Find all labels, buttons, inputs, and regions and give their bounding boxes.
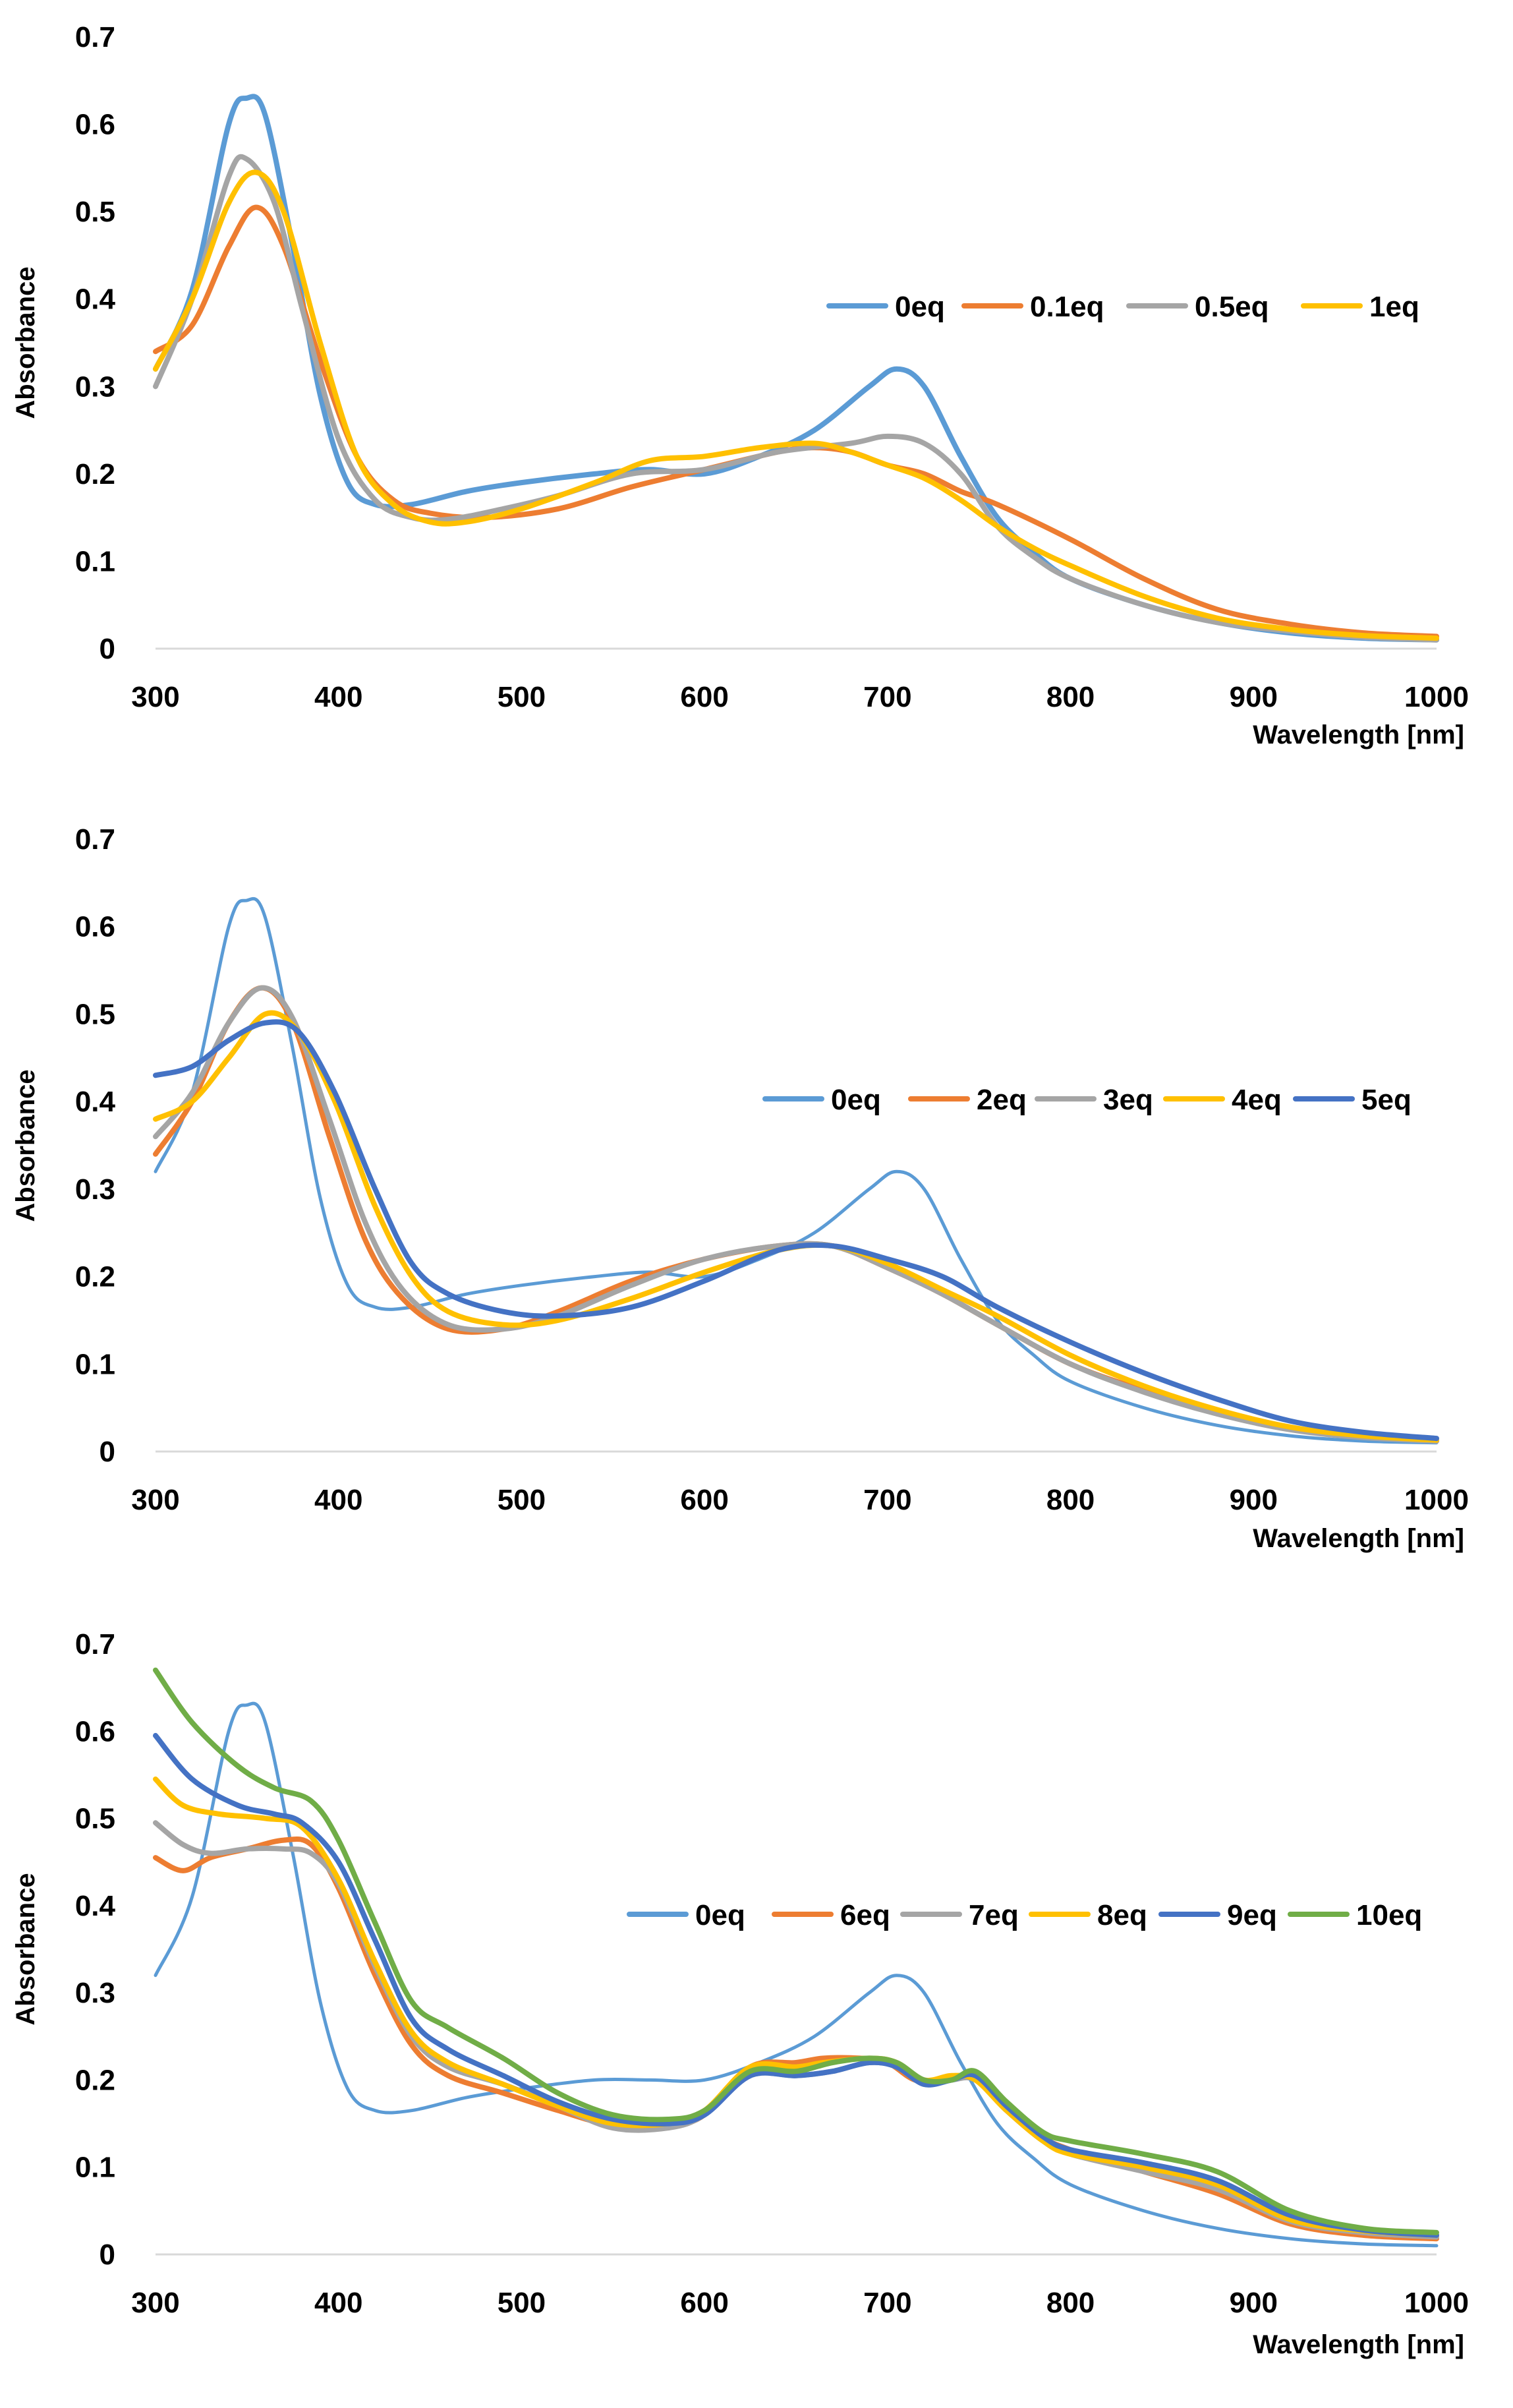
y-axis-title: Absorbance <box>11 1069 40 1221</box>
series-line-0eq <box>154 1701 1439 2248</box>
chart-panel-middle: 0 0.1 0.2 0.3 0.4 0.5 0.6 0.7 300 400 500 600 700 800… <box>11 823 1469 1553</box>
chart-panel-top: 0 0.1 0.2 0.3 0.4 0.5 0.6 0.7 300 400 500 600 700 800… <box>11 21 1469 749</box>
x-tick-label: 300 <box>131 681 179 713</box>
legend-label-2eq: 2eq <box>977 1084 1027 1116</box>
y-tick-label: 0.4 <box>75 1890 116 1922</box>
series-line-3eq <box>153 985 1439 1444</box>
legend-label-0eq: 0eq <box>895 291 945 323</box>
y-tick-label: 0.7 <box>75 1628 115 1660</box>
legend-label-6eq: 6eq <box>840 1899 890 1931</box>
series-line-0.5eq <box>153 154 1439 643</box>
y-tick-label: 0.5 <box>75 998 115 1030</box>
x-tick-label: 600 <box>680 681 728 713</box>
y-tick-label: 0.2 <box>75 1261 115 1293</box>
y-tick-label: 0.7 <box>75 21 115 53</box>
y-tick-label: 0.2 <box>75 2064 115 2096</box>
series-line-1eq <box>153 169 1439 641</box>
x-tick-label: 500 <box>498 1484 546 1516</box>
x-tick-label: 700 <box>863 681 911 713</box>
x-tick-label: 1000 <box>1404 1484 1469 1516</box>
legend-label-0eq: 0eq <box>831 1084 881 1116</box>
y-tick-label: 0.3 <box>75 1977 115 2009</box>
legend-label-8eq: 8eq <box>1097 1899 1147 1931</box>
y-axis-title: Absorbance <box>11 266 40 419</box>
series-line-5eq <box>153 1019 1439 1442</box>
y-tick-label: 0.4 <box>75 1086 116 1118</box>
legend-label-7eq: 7eq <box>969 1899 1019 1931</box>
y-tick-label: 0 <box>100 633 115 665</box>
x-tick-label: 800 <box>1046 1484 1095 1516</box>
series-line-10eq <box>153 1667 1439 2235</box>
y-tick-label: 0.6 <box>75 109 115 141</box>
legend-label-0.1eq: 0.1eq <box>1030 291 1104 323</box>
x-tick-label: 400 <box>314 681 362 713</box>
x-tick-label: 300 <box>131 1484 179 1516</box>
y-tick-label: 0.5 <box>75 1803 115 1835</box>
series-line-9eq <box>153 1732 1439 2238</box>
x-tick-label: 500 <box>498 681 546 713</box>
y-tick-label: 0.1 <box>75 2152 115 2184</box>
y-axis-title: Absorbance <box>11 1873 40 2025</box>
x-tick-label: 800 <box>1046 2287 1095 2319</box>
y-tick-label: 0.6 <box>75 911 115 943</box>
x-tick-label: 900 <box>1230 681 1278 713</box>
y-tick-label: 0 <box>100 2239 115 2271</box>
y-tick-label: 0.2 <box>75 458 115 490</box>
x-axis-title: Wavelength [nm] <box>1253 2330 1464 2359</box>
legend-label-10eq: 10eq <box>1356 1899 1422 1931</box>
x-tick-label: 700 <box>863 2287 911 2319</box>
legend-label-9eq: 9eq <box>1227 1899 1277 1931</box>
series-line-0eq <box>154 896 1439 1445</box>
y-tick-label: 0 <box>100 1436 115 1468</box>
x-tick-label: 400 <box>314 2287 362 2319</box>
x-tick-label: 900 <box>1230 2287 1278 2319</box>
x-tick-label: 600 <box>680 2287 728 2319</box>
x-axis-title: Wavelength [nm] <box>1253 720 1464 749</box>
y-tick-label: 0.1 <box>75 1348 115 1380</box>
legend-label-4eq: 4eq <box>1232 1084 1282 1116</box>
x-tick-label: 400 <box>314 1484 362 1516</box>
x-tick-label: 700 <box>863 1484 911 1516</box>
y-tick-label: 0.5 <box>75 196 115 228</box>
x-tick-label: 600 <box>680 1484 728 1516</box>
x-tick-label: 1000 <box>1404 681 1469 713</box>
legend-label-3eq: 3eq <box>1103 1084 1153 1116</box>
legend-label-1eq: 1eq <box>1369 291 1419 323</box>
series-line-8eq <box>153 1777 1439 2238</box>
x-tick-label: 300 <box>131 2287 179 2319</box>
chart-panel-bottom: 0 0.1 0.2 0.3 0.4 0.5 0.6 0.7 300 400 500 600 700 800… <box>11 1628 1469 2359</box>
y-tick-label: 0.6 <box>75 1715 115 1747</box>
x-tick-label: 500 <box>498 2287 546 2319</box>
legend-label-0.5eq: 0.5eq <box>1195 291 1269 323</box>
x-axis-title: Wavelength [nm] <box>1253 1524 1464 1553</box>
x-tick-label: 1000 <box>1404 2287 1469 2319</box>
y-tick-label: 0.7 <box>75 823 115 856</box>
x-tick-label: 900 <box>1230 1484 1278 1516</box>
y-tick-label: 0.3 <box>75 370 115 403</box>
y-tick-label: 0.4 <box>75 283 116 316</box>
legend-label-5eq: 5eq <box>1361 1084 1412 1116</box>
y-tick-label: 0.3 <box>75 1173 115 1206</box>
x-tick-label: 800 <box>1046 681 1095 713</box>
y-tick-label: 0.1 <box>75 545 115 577</box>
legend-label-0eq: 0eq <box>695 1899 745 1931</box>
